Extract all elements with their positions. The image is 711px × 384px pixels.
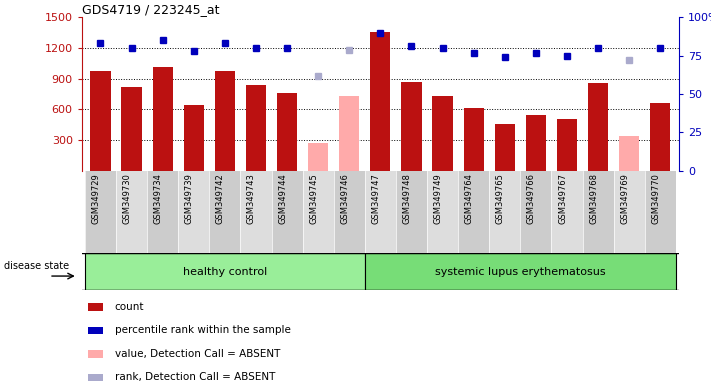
- Bar: [520, 171, 552, 253]
- Bar: [370, 31, 390, 171]
- Bar: [557, 119, 577, 171]
- Bar: [432, 96, 453, 171]
- Text: GSM349749: GSM349749: [434, 173, 442, 224]
- Text: systemic lupus erythematosus: systemic lupus erythematosus: [435, 266, 606, 277]
- Text: GSM349742: GSM349742: [216, 173, 225, 224]
- Text: GSM349739: GSM349739: [185, 173, 193, 224]
- Bar: [402, 82, 422, 171]
- Text: count: count: [114, 302, 144, 312]
- Bar: [552, 171, 582, 253]
- Bar: [87, 350, 102, 358]
- Bar: [85, 253, 365, 290]
- Text: percentile rank within the sample: percentile rank within the sample: [114, 325, 291, 335]
- Text: rank, Detection Call = ABSENT: rank, Detection Call = ABSENT: [114, 372, 275, 382]
- Text: GSM349746: GSM349746: [341, 173, 349, 224]
- Text: GSM349770: GSM349770: [651, 173, 661, 224]
- Text: GSM349743: GSM349743: [247, 173, 256, 224]
- Bar: [365, 253, 676, 290]
- Bar: [85, 171, 116, 253]
- Bar: [215, 71, 235, 171]
- Bar: [87, 374, 102, 381]
- Bar: [209, 171, 240, 253]
- Text: GSM349734: GSM349734: [154, 173, 163, 224]
- Text: GSM349730: GSM349730: [122, 173, 132, 224]
- Text: healthy control: healthy control: [183, 266, 267, 277]
- Bar: [495, 124, 515, 171]
- Text: GSM349744: GSM349744: [278, 173, 287, 224]
- Bar: [147, 171, 178, 253]
- Text: GSM349766: GSM349766: [527, 173, 536, 224]
- Bar: [277, 93, 297, 171]
- Text: disease state: disease state: [4, 261, 69, 271]
- Text: GSM349745: GSM349745: [309, 173, 319, 224]
- Bar: [333, 171, 365, 253]
- Bar: [87, 327, 102, 334]
- Bar: [272, 171, 303, 253]
- Bar: [246, 85, 266, 171]
- Bar: [458, 171, 489, 253]
- Text: GSM349748: GSM349748: [402, 173, 412, 224]
- Text: GSM349764: GSM349764: [465, 173, 474, 224]
- Bar: [619, 136, 639, 171]
- Bar: [489, 171, 520, 253]
- Bar: [240, 171, 272, 253]
- Bar: [303, 171, 333, 253]
- Bar: [90, 71, 110, 171]
- Bar: [651, 103, 670, 171]
- Bar: [122, 88, 141, 171]
- Bar: [427, 171, 458, 253]
- Bar: [526, 114, 546, 171]
- Bar: [582, 171, 614, 253]
- Text: GSM349747: GSM349747: [371, 173, 380, 224]
- Text: GSM349768: GSM349768: [589, 173, 598, 224]
- Bar: [308, 143, 328, 171]
- Bar: [178, 171, 209, 253]
- Text: GSM349769: GSM349769: [620, 173, 629, 224]
- Text: GDS4719 / 223245_at: GDS4719 / 223245_at: [82, 3, 219, 16]
- Bar: [87, 303, 102, 311]
- Text: GSM349767: GSM349767: [558, 173, 567, 224]
- Bar: [365, 171, 396, 253]
- Bar: [153, 68, 173, 171]
- Bar: [396, 171, 427, 253]
- Bar: [183, 105, 204, 171]
- Text: GSM349729: GSM349729: [92, 173, 100, 224]
- Bar: [645, 171, 676, 253]
- Bar: [116, 171, 147, 253]
- Bar: [464, 108, 483, 171]
- Bar: [588, 83, 608, 171]
- Bar: [614, 171, 645, 253]
- Text: value, Detection Call = ABSENT: value, Detection Call = ABSENT: [114, 349, 280, 359]
- Bar: [339, 96, 359, 171]
- Text: GSM349765: GSM349765: [496, 173, 505, 224]
